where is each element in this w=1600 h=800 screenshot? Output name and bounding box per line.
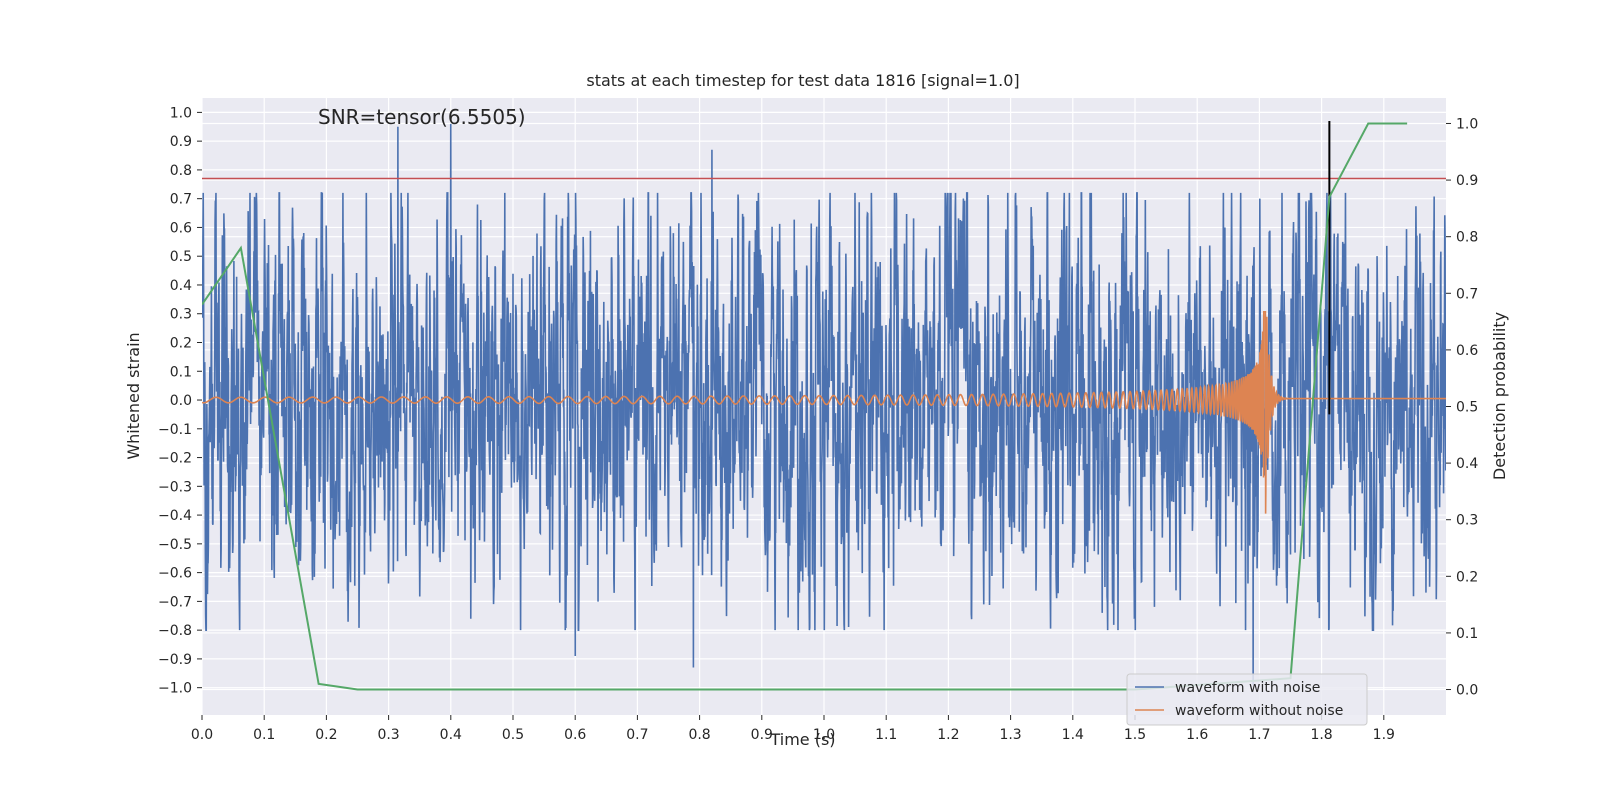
y-tick-label: −0.4 [158,508,192,524]
y-tick-label: −0.6 [158,566,192,582]
x-tick-label: 0.3 [377,727,399,743]
x-tick-label: 1.3 [999,727,1021,743]
x-tick-label: 1.1 [875,727,897,743]
y-tick-label: −0.9 [158,652,192,668]
series-line-waveform-without-noise [202,311,1446,514]
y-tick-label: 0.9 [170,134,192,150]
y2-tick-label: 0.1 [1456,626,1478,642]
x-tick-label: 1.2 [937,727,959,743]
y2-tick-label: 0.3 [1456,513,1478,529]
x-tick-label: 0.1 [253,727,275,743]
chart-title: stats at each timestep for test data 181… [586,71,1019,90]
x-tick-label: 0.8 [688,727,710,743]
y-tick-label: −1.0 [158,681,192,697]
y-axis-label: Whitened strain [124,332,143,459]
legend-entry-waveform-with-noise: waveform with noise [1175,680,1320,696]
y-tick-label: 0.4 [170,278,192,294]
x-tick-label: 0.7 [626,727,648,743]
y-tick-label: 0.2 [170,335,192,351]
x-tick-label: 1.9 [1373,727,1395,743]
y2-tick-label: 0.7 [1456,286,1478,302]
x-tick-label: 0.4 [440,727,462,743]
snr-annotation: SNR=tensor(6.5505) [318,105,526,129]
x-axis-label: Time (s) [769,730,835,749]
y2-tick-label: 0.0 [1456,683,1478,699]
y2-tick-label: 0.6 [1456,343,1478,359]
y2-tick-label: 1.0 [1456,116,1478,132]
x-tick-label: 0.9 [751,727,773,743]
x-tick-label: 1.6 [1186,727,1208,743]
y-tick-label: −0.5 [158,537,192,553]
x-tick-label: 1.4 [1062,727,1084,743]
y-tick-label: −0.2 [158,451,192,467]
y-tick-label: 1.0 [170,105,192,121]
y2-axis-ticks: 1.0 0.9 0.8 0.7 0.6 0.5 0.4 0.3 0.2 0.1 0.0 [1446,116,1478,699]
y2-tick-label: 0.2 [1456,569,1478,585]
y-tick-label: 0.8 [170,163,192,179]
x-tick-label: 1.7 [1248,727,1270,743]
y-tick-label: 0.6 [170,220,192,236]
y-tick-label: 0.5 [170,249,192,265]
y-tick-label: −0.1 [158,422,192,438]
y-tick-label: 0.7 [170,192,192,208]
x-tick-label: 1.0 [813,727,835,743]
legend-box [1126,673,1368,726]
x-tick-label: 0.6 [564,727,586,743]
x-axis-ticks: 0.0 0.1 0.2 0.3 0.4 0.5 0.6 0.7 0.8 0.9 1.0 1.1 1.2 1… [191,715,1395,743]
y-axis-ticks: 1.0 0.9 0.8 0.7 0.6 0.5 0.4 0.3 0.2 0.1 0.0 −0.1 −0.… [158,105,202,697]
x-tick-label: 0.5 [502,727,524,743]
y-tick-label: 0.0 [170,393,192,409]
series-line-waveform-with-noise [202,123,1446,685]
x-tick-label: 0.0 [191,727,213,743]
y-tick-label: 0.3 [170,307,192,323]
y2-tick-label: 0.8 [1456,230,1478,246]
y2-tick-label: 0.5 [1456,400,1478,416]
y-tick-label: −0.3 [158,479,192,495]
x-tick-label: 0.2 [315,727,337,743]
y-tick-label: 0.1 [170,364,192,380]
y2-tick-label: 0.9 [1456,173,1478,189]
y2-axis-label: Detection probability [1490,312,1509,480]
y-tick-label: −0.8 [158,623,192,639]
x-tick-label: 1.8 [1310,727,1332,743]
y-tick-label: −0.7 [158,594,192,610]
y2-tick-label: 0.4 [1456,456,1478,472]
legend-entry-waveform-without-noise: waveform without noise [1175,703,1343,719]
x-tick-label: 1.5 [1124,727,1146,743]
legend: waveform with noise waveform without noi… [1126,673,1368,726]
